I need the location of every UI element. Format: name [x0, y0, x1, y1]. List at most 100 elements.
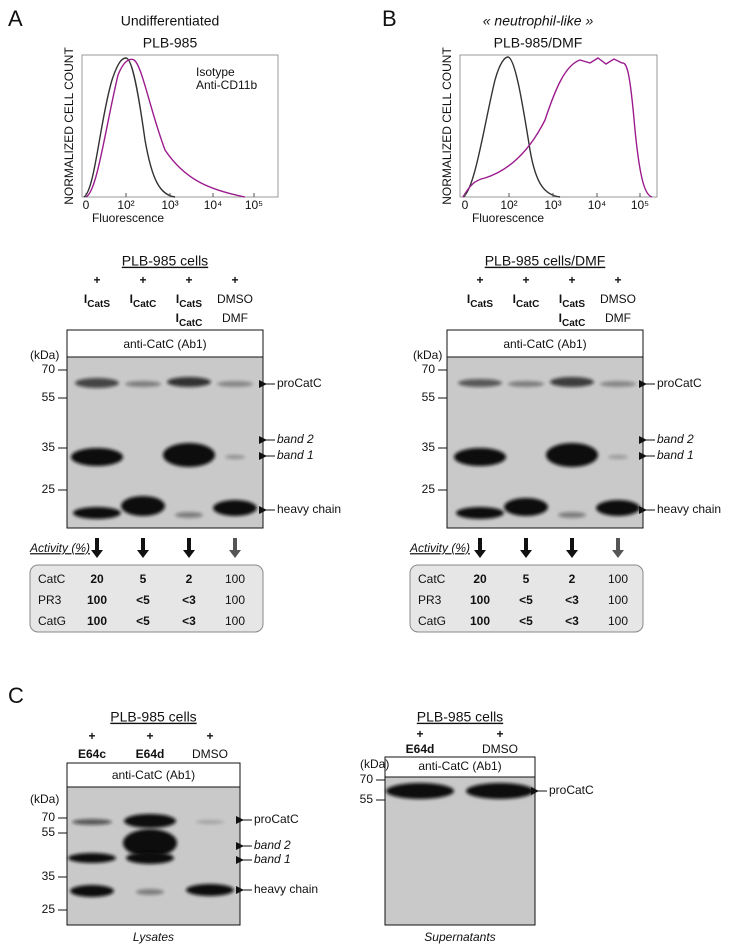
- lane-label-main: DMF: [222, 311, 248, 325]
- band: [196, 820, 224, 824]
- lane-label: ICatS: [176, 292, 202, 309]
- activity-arrowhead: [566, 550, 578, 558]
- band-label: band 1: [277, 448, 314, 462]
- band-label: band 1: [657, 448, 694, 462]
- table-cell: <3: [565, 614, 579, 628]
- band-label: heavy chain: [254, 882, 318, 896]
- panel-label: B: [382, 6, 397, 31]
- lane-label-main: E64d: [406, 742, 435, 756]
- x-tick-label: 0: [462, 198, 469, 212]
- panel-title: PLB-985/DMF: [494, 35, 583, 51]
- band-label: proCatC: [657, 376, 702, 390]
- histogram-frame: [81, 54, 279, 198]
- lane-label: DMSO: [482, 742, 518, 756]
- table-cell: 100: [608, 572, 628, 586]
- lane-label-main: DMSO: [600, 292, 636, 306]
- lane-label: DMF: [222, 311, 248, 325]
- lane-label-main: I: [559, 292, 562, 306]
- y-axis-label: NORMALIZED CELL COUNT: [62, 47, 76, 205]
- activity-arrowhead: [91, 550, 103, 558]
- table-cell: 20: [473, 572, 487, 586]
- activity-arrowhead: [229, 550, 241, 558]
- lane-plus: +: [496, 727, 503, 741]
- unit-label: (kDa): [360, 757, 389, 771]
- lane-label-main: DMSO: [482, 742, 518, 756]
- band: [73, 507, 121, 519]
- band: [546, 443, 598, 467]
- marker-label: 25: [42, 482, 56, 496]
- marker-label: 70: [42, 362, 56, 376]
- band: [68, 853, 116, 863]
- marker-label: 55: [42, 390, 56, 404]
- table-cell: <5: [136, 614, 150, 628]
- marker-label: 35: [422, 440, 436, 454]
- band: [175, 512, 203, 518]
- lane-label: ICatS: [559, 292, 585, 309]
- x-tick-label: 10³: [161, 198, 178, 212]
- x-tick-label: 10³: [544, 198, 561, 212]
- lane-label: DMSO: [192, 747, 228, 761]
- isotype-curve: [83, 57, 176, 198]
- band-label: proCatC: [277, 376, 322, 390]
- lane-label: DMSO: [600, 292, 636, 306]
- band: [70, 885, 114, 897]
- antibody-label: anti-CatC (Ab1): [123, 337, 206, 351]
- table-cell: 100: [470, 614, 490, 628]
- lane-label-main: I: [176, 292, 179, 306]
- band: [600, 381, 636, 387]
- lane-plus: +: [416, 727, 423, 741]
- lane-label-sub: CatC: [133, 299, 156, 310]
- activity-arrowhead: [474, 550, 486, 558]
- lane-plus: +: [146, 729, 153, 743]
- activity-arrowhead: [183, 550, 195, 558]
- table-cell: <5: [136, 593, 150, 607]
- legend-entry: Anti-CD11b: [196, 78, 257, 92]
- panel-title: Undifferentiated: [121, 13, 220, 29]
- lane-label-sub: CatS: [470, 299, 493, 310]
- band: [136, 889, 164, 895]
- lane-plus: +: [93, 273, 100, 287]
- band: [121, 496, 165, 516]
- lane-label: E64d: [406, 742, 435, 756]
- blot-title: PLB-985 cells: [417, 709, 503, 725]
- unit-label: (kDa): [413, 348, 442, 362]
- table-cell: 5: [140, 572, 147, 586]
- x-axis-label: Fluorescence: [472, 211, 544, 225]
- band: [71, 448, 123, 466]
- band: [217, 381, 253, 387]
- lane-label-sub: CatC: [562, 318, 585, 329]
- marker-label: 70: [422, 362, 436, 376]
- lane-label-main: I: [130, 292, 133, 306]
- histogram-frame: [459, 54, 658, 198]
- lane-label-sub: CatC: [516, 299, 539, 310]
- band: [456, 507, 504, 519]
- activity-table: [29, 564, 264, 633]
- panel-label: C: [8, 683, 24, 708]
- unit-label: (kDa): [30, 348, 59, 362]
- table-row-label: CatC: [38, 572, 66, 586]
- x-tick-label: 10²: [500, 198, 517, 212]
- band: [123, 829, 177, 857]
- band: [458, 379, 502, 387]
- lane-label-sub: CatS: [179, 299, 202, 310]
- table-cell: 100: [87, 614, 107, 628]
- blot-title: PLB-985 cells: [110, 709, 196, 725]
- table-row-label: PR3: [418, 593, 442, 607]
- band: [508, 381, 544, 387]
- activity-arrowhead: [520, 550, 532, 558]
- table-cell: 100: [608, 614, 628, 628]
- table-cell: 20: [90, 572, 104, 586]
- band: [558, 512, 586, 518]
- lane-label: ICatC: [559, 311, 586, 328]
- lane-label-main: DMSO: [217, 292, 253, 306]
- x-tick-label: 10⁴: [588, 198, 607, 212]
- x-tick-label: 0: [83, 198, 90, 212]
- blot-title: PLB-985 cells: [122, 253, 208, 269]
- lane-label-main: I: [84, 292, 87, 306]
- lane-label-main: I: [176, 311, 179, 325]
- table-cell: 2: [186, 572, 193, 586]
- lane-label-sub: CatS: [87, 299, 110, 310]
- cd11b-curve: [85, 58, 246, 198]
- lane-plus: +: [476, 273, 483, 287]
- caption: Lysates: [133, 930, 174, 944]
